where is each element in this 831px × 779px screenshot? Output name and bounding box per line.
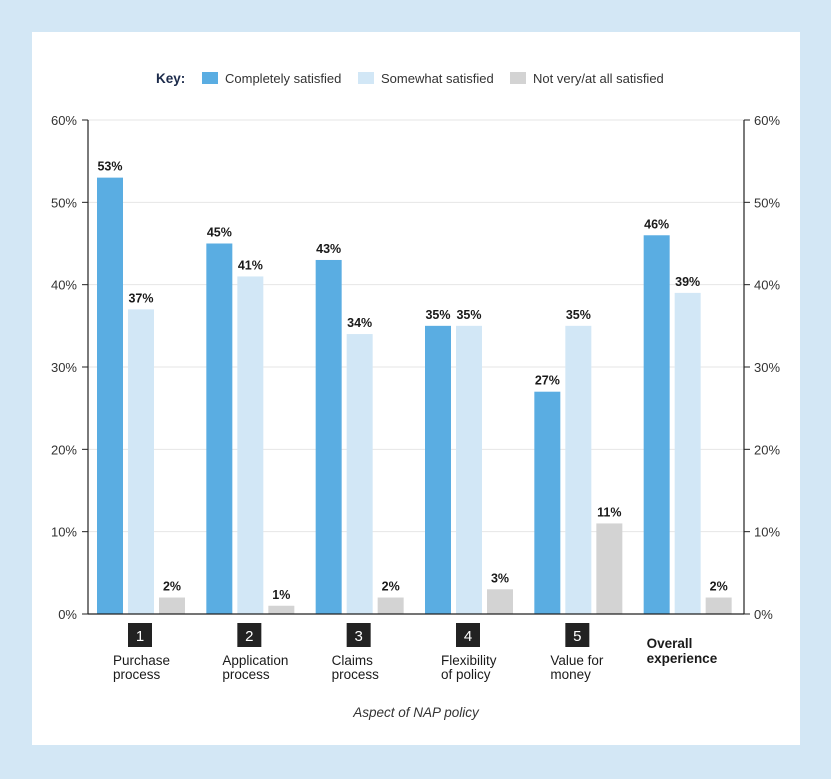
- category-number: 3: [354, 628, 362, 645]
- y-tick-label-right: 20%: [754, 442, 780, 457]
- bar-value-label: 53%: [97, 160, 122, 174]
- x-axis-title: Aspect of NAP policy: [352, 705, 480, 720]
- bar-value-label: 27%: [535, 374, 560, 388]
- category-label: Application: [222, 653, 288, 668]
- legend-label-1: Completely satisfied: [225, 71, 341, 86]
- category-label-bold: Overall: [647, 636, 693, 651]
- y-tick-label-left: 50%: [51, 195, 77, 210]
- y-tick-label-right: 40%: [754, 278, 780, 293]
- bar-3-cat-6: [705, 597, 732, 614]
- category-number: 5: [573, 628, 581, 645]
- bar-value-label: 37%: [128, 291, 153, 305]
- bar-value-label: 3%: [491, 571, 509, 585]
- y-tick-label-left: 40%: [51, 278, 77, 293]
- y-tick-label-left: 60%: [51, 113, 77, 128]
- legend-label-2: Somewhat satisfied: [381, 71, 494, 86]
- bar-2-cat-6: [674, 292, 701, 614]
- category-number-badge: [565, 623, 590, 647]
- legend-label-3: Not very/at all satisfied: [533, 71, 664, 86]
- bar-value-label: 41%: [238, 258, 263, 272]
- bar-1-cat-2: [206, 243, 233, 614]
- category-label: process: [113, 667, 161, 682]
- bar-value-label: 2%: [163, 580, 181, 594]
- y-tick-label-right: 30%: [754, 360, 780, 375]
- category-label: Claims: [332, 653, 374, 668]
- legend-swatch-3: [510, 72, 526, 84]
- bar-1-cat-6: [643, 235, 670, 614]
- bar-value-label: 35%: [566, 308, 591, 322]
- bar-value-label: 2%: [710, 580, 728, 594]
- bar-value-label: 35%: [456, 308, 481, 322]
- category-label: process: [332, 667, 380, 682]
- y-tick-label-right: 0%: [754, 607, 773, 622]
- y-tick-label-right: 10%: [754, 525, 780, 540]
- y-tick-label-left: 30%: [51, 360, 77, 375]
- bar-value-label: 45%: [207, 226, 232, 240]
- legend-swatch-1: [202, 72, 218, 84]
- y-tick-label-left: 20%: [51, 442, 77, 457]
- category-number-badge: [346, 623, 371, 647]
- bar-chart: Key: Completely satisfied Somewhat satisfi…: [51, 71, 780, 720]
- category-number-badge: [128, 623, 152, 647]
- bar-1-cat-4: [425, 325, 451, 614]
- bar-value-label: 35%: [425, 308, 450, 322]
- bar-value-label: 2%: [382, 580, 400, 594]
- category-label: money: [550, 667, 591, 682]
- bar-3-cat-1: [159, 597, 185, 614]
- y-tick-label-left: 10%: [51, 525, 77, 540]
- bar-3-cat-5: [596, 523, 623, 614]
- bar-value-label: 43%: [316, 242, 341, 256]
- bar-1-cat-5: [534, 391, 561, 614]
- bar-2-cat-4: [456, 325, 482, 614]
- bar-2-cat-3: [346, 334, 373, 614]
- category-label: process: [222, 667, 270, 682]
- y-tick-label-right: 50%: [754, 195, 780, 210]
- bar-3-cat-4: [487, 589, 513, 614]
- bar-3-cat-2: [268, 605, 295, 614]
- category-number-badge: [237, 623, 262, 647]
- category-number: 1: [136, 628, 144, 645]
- category-label: Flexibility: [441, 653, 497, 668]
- category-number-badge: [456, 623, 480, 647]
- category-number: 2: [245, 628, 253, 645]
- chart-card: Key: Completely satisfied Somewhat satisfi…: [32, 32, 800, 745]
- category-number: 4: [464, 628, 472, 645]
- y-tick-label-left: 0%: [58, 607, 77, 622]
- bar-2-cat-5: [565, 325, 592, 614]
- bar-1-cat-3: [315, 259, 342, 614]
- bar-1-cat-1: [97, 177, 123, 614]
- bar-value-label: 46%: [644, 217, 669, 231]
- y-tick-label-right: 60%: [754, 113, 780, 128]
- bar-3-cat-3: [377, 597, 404, 614]
- bar-value-label: 11%: [597, 505, 621, 519]
- bar-value-label: 39%: [675, 275, 700, 289]
- category-label: of policy: [441, 667, 491, 682]
- bar-2-cat-2: [237, 276, 264, 614]
- category-label: Value for: [550, 653, 604, 668]
- bar-value-label: 34%: [347, 316, 372, 330]
- bar-value-label: 1%: [272, 588, 290, 602]
- category-label: Purchase: [113, 653, 170, 668]
- bar-2-cat-1: [128, 309, 154, 614]
- legend-key-label: Key:: [156, 71, 185, 86]
- legend-swatch-2: [358, 72, 374, 84]
- category-label-bold: experience: [647, 651, 718, 666]
